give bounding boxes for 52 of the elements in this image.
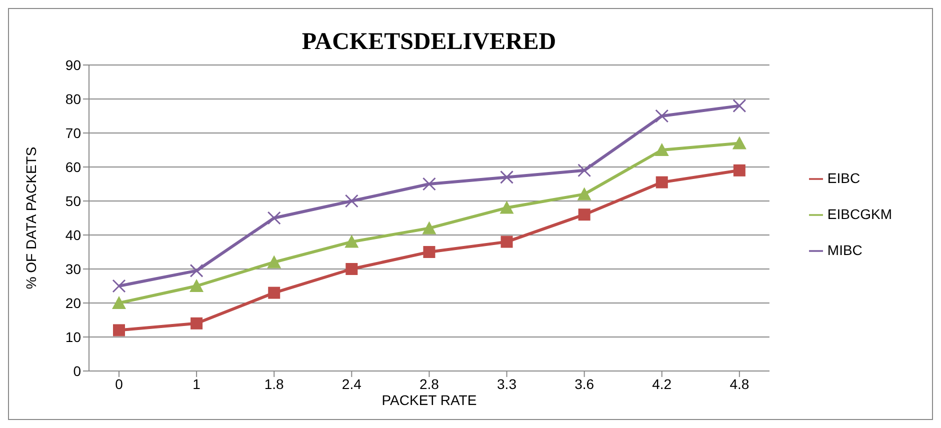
point xyxy=(267,211,281,225)
point xyxy=(655,109,669,123)
point xyxy=(267,255,282,268)
point xyxy=(344,234,359,248)
x-tick-label: 3.6 xyxy=(574,376,594,392)
y-tick-label: 30 xyxy=(65,260,82,277)
y-tick-label: 40 xyxy=(65,226,82,243)
x-tick-label: 4.2 xyxy=(652,376,672,392)
y-tick-label: 20 xyxy=(65,294,82,311)
y-tick-label: 10 xyxy=(65,328,82,345)
y-tick-label: 60 xyxy=(65,158,82,175)
point xyxy=(578,208,590,221)
point xyxy=(190,317,203,330)
point xyxy=(500,236,513,248)
x-tick-label: 1 xyxy=(192,376,201,392)
legend-label: EIBC xyxy=(827,170,860,186)
y-tick-label: 90 xyxy=(65,56,82,73)
x-axis-title: PACKET RATE xyxy=(382,392,477,408)
y-axis-title: % OF DATA PACKETS xyxy=(22,146,39,290)
point xyxy=(578,164,592,178)
x-tick-label: 2.4 xyxy=(342,376,362,392)
point xyxy=(732,99,746,113)
point xyxy=(500,200,514,214)
chart-title: PACKETSDELIVERED xyxy=(300,29,558,56)
point xyxy=(732,136,746,150)
legend-label: EIBCGKM xyxy=(827,206,892,222)
y-tick-label: 0 xyxy=(73,362,82,379)
y-tick-label: 50 xyxy=(65,192,82,209)
point xyxy=(190,279,204,292)
x-tick-label: 4.8 xyxy=(730,376,750,392)
x-tick-label: 2.8 xyxy=(419,376,440,392)
point xyxy=(733,164,746,176)
point xyxy=(656,176,668,188)
point xyxy=(500,170,514,184)
point xyxy=(190,264,204,278)
y-tick-label: 80 xyxy=(65,90,82,107)
point xyxy=(346,263,358,275)
point xyxy=(112,279,126,293)
x-tick-label: 1.8 xyxy=(264,376,284,392)
point xyxy=(113,324,125,336)
legend-label: MIBC xyxy=(827,242,862,258)
point xyxy=(423,246,436,258)
point xyxy=(654,143,669,156)
y-tick-label: 70 xyxy=(65,124,82,141)
x-tick-label: 3.3 xyxy=(497,376,517,392)
x-tick-label: 0 xyxy=(115,376,124,392)
point xyxy=(344,194,358,208)
point xyxy=(422,221,436,234)
point xyxy=(268,286,280,299)
point xyxy=(577,187,592,200)
point xyxy=(112,296,126,309)
point xyxy=(422,177,436,191)
